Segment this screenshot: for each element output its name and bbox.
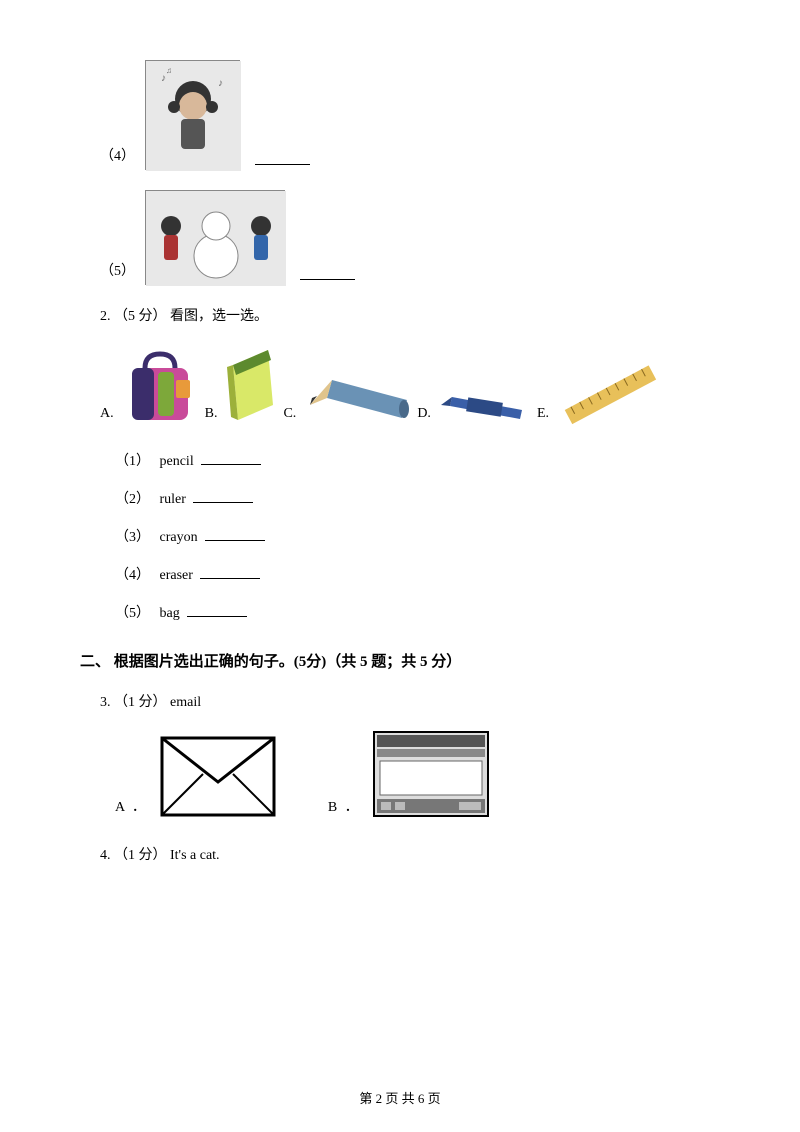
q1-item-4: （4） ♪ ♪ ♫ (100, 60, 740, 170)
q2-option-d: D. (417, 385, 532, 425)
crayon-icon (437, 385, 532, 425)
ruler-icon (555, 365, 665, 425)
q2-option-d-label: D. (417, 406, 431, 425)
q1-item-5: （5） (100, 190, 740, 285)
q2-sub-2-num: （2） (115, 492, 150, 507)
q2-sub-4: （4） eraser (115, 564, 740, 584)
q2-option-a: A. (100, 350, 200, 425)
q2-sub-5-word: bag (160, 606, 180, 621)
q1-item-5-blank[interactable] (300, 279, 355, 280)
q1-item-5-num: （5） (100, 260, 135, 285)
page-footer: 第 2 页 共 6 页 (0, 1088, 800, 1107)
q2-option-b-label: B. (205, 406, 218, 425)
q1-item-4-blank[interactable] (255, 164, 310, 165)
q1-item-4-num: （4） (100, 145, 135, 170)
q3-option-b: B ． (328, 729, 491, 819)
q2-option-e-label: E. (537, 406, 549, 425)
q2-sub-3-blank[interactable] (205, 540, 265, 541)
q2-sub-5: （5） bag (115, 602, 740, 622)
q2-sub-2: （2） ruler (115, 488, 740, 508)
q3-header: 3. （1 分） email (100, 691, 740, 711)
q2-sub-5-num: （5） (115, 606, 150, 621)
q2-option-b: B. (205, 345, 279, 425)
q2-sub-4-blank[interactable] (200, 578, 260, 579)
q2-sub-2-blank[interactable] (193, 502, 253, 503)
q2-option-a-label: A. (100, 406, 114, 425)
pencil-icon (302, 370, 412, 425)
email-window-icon (371, 729, 491, 819)
q2-sub-4-word: eraser (160, 568, 193, 583)
q2-option-c-label: C. (283, 406, 296, 425)
q2-header: 2. （5 分） 看图，选一选。 (100, 305, 740, 325)
q2-options: A. B. C. (100, 345, 740, 425)
svg-text:♪: ♪ (218, 78, 223, 89)
q2-sub-1: （1） pencil (115, 450, 740, 470)
q2-sub-3: （3） crayon (115, 526, 740, 546)
section2-heading: 二、 根据图片选出正确的句子。(5分)（共 5 题；共 5 分） (80, 650, 740, 671)
q2-sub-1-word: pencil (160, 454, 194, 469)
q2-sub-3-num: （3） (115, 530, 150, 545)
q2-sub-5-blank[interactable] (187, 616, 247, 617)
q3-options: A ． B ． (115, 729, 740, 819)
q2-sub-1-blank[interactable] (201, 464, 261, 465)
q3-option-a-label: A ． (115, 796, 148, 819)
svg-text:♫: ♫ (166, 66, 172, 75)
q3-option-a: A ． (115, 734, 278, 819)
envelope-icon (158, 734, 278, 819)
bag-icon (120, 350, 200, 425)
q3-option-b-label: B ． (328, 796, 361, 819)
q4-header: 4. （1 分） It's a cat. (100, 844, 740, 864)
q2-sub-1-num: （1） (115, 454, 150, 469)
q2-sub-3-word: crayon (160, 530, 198, 545)
q2-option-c: C. (283, 370, 412, 425)
q2-sub-4-num: （4） (115, 568, 150, 583)
q1-item-4-image: ♪ ♪ ♫ (145, 60, 240, 170)
q1-item-5-image (145, 190, 285, 285)
q2-option-e: E. (537, 365, 665, 425)
q2-sub-2-word: ruler (160, 492, 186, 507)
eraser-icon (223, 345, 278, 425)
